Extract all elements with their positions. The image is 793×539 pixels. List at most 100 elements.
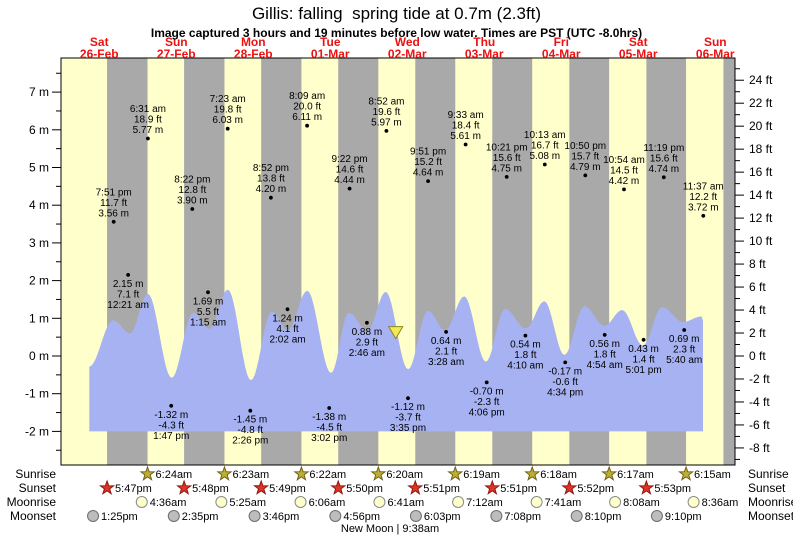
astro-time-label: 5:25am: [229, 497, 266, 509]
astro-row-label-left: Moonset: [10, 509, 57, 523]
moonrise-circle-icon: [135, 496, 148, 508]
tide-event-dot: [305, 123, 309, 128]
right-axis-label: -4 ft: [749, 395, 770, 409]
astro-time-label: 2:35pm: [182, 511, 219, 523]
astro-time-label: 6:17am: [617, 469, 654, 481]
tide-event-annotation: 4.79 m: [570, 162, 601, 173]
moon-phase-label: New Moon | 9:38am: [341, 523, 439, 535]
tide-event-annotation: -0.17 m: [548, 366, 582, 377]
astro-time-label: 6:20am: [386, 469, 423, 481]
tide-event-annotation: 5:01 pm: [626, 365, 662, 376]
tide-event-annotation: -0.70 m: [470, 386, 504, 397]
tide-event-annotation: 7:51 pm: [96, 187, 132, 198]
day-date-label: 03-Mar: [465, 47, 504, 61]
tide-event-dot: [285, 307, 290, 312]
astro-time-label: 6:18am: [540, 469, 577, 481]
left-axis-label: 0 m: [29, 349, 49, 363]
tide-event-annotation: 13.8 ft: [257, 174, 285, 185]
tide-event-annotation: 0.88 m: [352, 327, 383, 338]
left-axis-label: -2 m: [25, 424, 49, 438]
astro-time-label: 4:36am: [150, 497, 187, 509]
tide-event-annotation: 3:35 pm: [390, 423, 426, 434]
tide-event-annotation: 10:21 pm: [486, 142, 528, 153]
astro-time-label: 6:03pm: [424, 511, 461, 523]
tide-event-annotation: -4.5 ft: [316, 423, 342, 434]
day-of-week-label: Mon: [241, 35, 266, 49]
day-date-label: 06-Mar: [696, 47, 735, 61]
tide-event-annotation: 0.43 m: [628, 344, 659, 355]
tide-curve-area: [89, 289, 704, 432]
tide-event-annotation: 3.72 m: [688, 202, 719, 213]
astro-time-label: 1:25pm: [101, 511, 138, 523]
tide-event-annotation: 15.6 ft: [650, 153, 678, 164]
day-of-week-label: Sat: [629, 35, 648, 49]
tide-event-dot: [583, 173, 588, 178]
moonset-circle-icon: [650, 510, 663, 522]
day-date-label: 02-Mar: [388, 47, 427, 61]
astro-row-label-left: Sunset: [19, 481, 57, 495]
tide-event-annotation: 12.8 ft: [178, 185, 206, 196]
day-of-week-label: Wed: [395, 35, 420, 49]
right-axis-label: 0 ft: [749, 349, 766, 363]
tide-event-dot: [126, 273, 130, 277]
right-axis-label: 10 ft: [749, 234, 773, 248]
left-axis-label: 6 m: [29, 123, 49, 137]
tide-event-annotation: 12:21 am: [107, 300, 149, 311]
tide-event-annotation: 4.75 m: [491, 163, 522, 174]
sunset-star-icon: [638, 479, 655, 495]
sunrise-star-icon: [139, 465, 156, 481]
tide-event-dot: [563, 360, 568, 365]
day-of-week-label: Thu: [473, 35, 495, 49]
tide-event-annotation: 5.97 m: [371, 117, 402, 128]
tide-event-annotation: 2.9 ft: [356, 337, 378, 348]
tide-event-annotation: 0.64 m: [431, 336, 462, 347]
page-title: Gillis: falling spring tide at 0.7m (2.3…: [251, 4, 542, 23]
tide-event-annotation: 10:13 am: [524, 130, 566, 141]
right-axis-label: 2 ft: [749, 326, 766, 340]
moonrise-circle-icon: [373, 496, 386, 508]
sunrise-star-icon: [447, 465, 464, 481]
tide-event-annotation: 11:37 am: [683, 181, 724, 192]
tide-event-annotation: 6.03 m: [212, 115, 243, 126]
tide-event-annotation: 19.8 ft: [214, 105, 242, 116]
tide-event-annotation: 9:22 pm: [331, 154, 367, 165]
moonrise-circle-icon: [530, 496, 543, 508]
astro-time-label: 4:56pm: [343, 511, 380, 523]
tide-event-dot: [384, 129, 389, 133]
moonrise-circle-icon: [215, 496, 228, 508]
tide-event-annotation: 2:26 pm: [232, 436, 268, 447]
tide-event-dot: [463, 142, 468, 147]
tide-event-annotation: 15.6 ft: [493, 153, 521, 164]
tide-event-dot: [190, 207, 195, 211]
tide-event-annotation: 1:15 am: [190, 317, 226, 328]
right-axis-label: 20 ft: [749, 119, 773, 133]
tide-event-annotation: 12.2 ft: [689, 192, 717, 203]
astro-time-label: 5:52pm: [577, 483, 614, 495]
astro-time-label: 6:15am: [694, 469, 731, 481]
astro-row-label-right: Moonset: [748, 509, 793, 523]
astro-time-label: 6:41am: [387, 497, 424, 509]
tide-event-annotation: 3:02 pm: [311, 433, 347, 444]
tide-event-annotation: 19.6 ft: [373, 107, 401, 118]
day-of-week-label: Fri: [554, 35, 569, 49]
astro-time-label: 5:51pm: [500, 483, 537, 495]
tide-event-dot: [169, 403, 174, 408]
tide-event-dot: [484, 380, 489, 385]
astro-time-label: 5:48pm: [192, 483, 229, 495]
tide-event-dot: [365, 320, 369, 325]
tide-event-dot: [269, 195, 273, 200]
tide-event-annotation: -3.7 ft: [395, 413, 421, 424]
left-axis-label: 1 m: [29, 311, 49, 325]
tide-event-annotation: 11:19 pm: [643, 143, 684, 154]
astro-row-label-left: Sunrise: [15, 467, 56, 481]
right-axis-label: 4 ft: [749, 303, 766, 317]
left-axis-label: 4 m: [29, 198, 49, 212]
tide-event-annotation: 1.69 m: [193, 296, 224, 307]
moonrise-circle-icon: [609, 496, 622, 508]
tide-event-annotation: 8:52 pm: [253, 163, 289, 174]
tide-event-annotation: 7.1 ft: [117, 289, 139, 300]
tide-event-annotation: -2.3 ft: [474, 397, 500, 408]
tide-event-annotation: 9:51 pm: [410, 147, 446, 158]
